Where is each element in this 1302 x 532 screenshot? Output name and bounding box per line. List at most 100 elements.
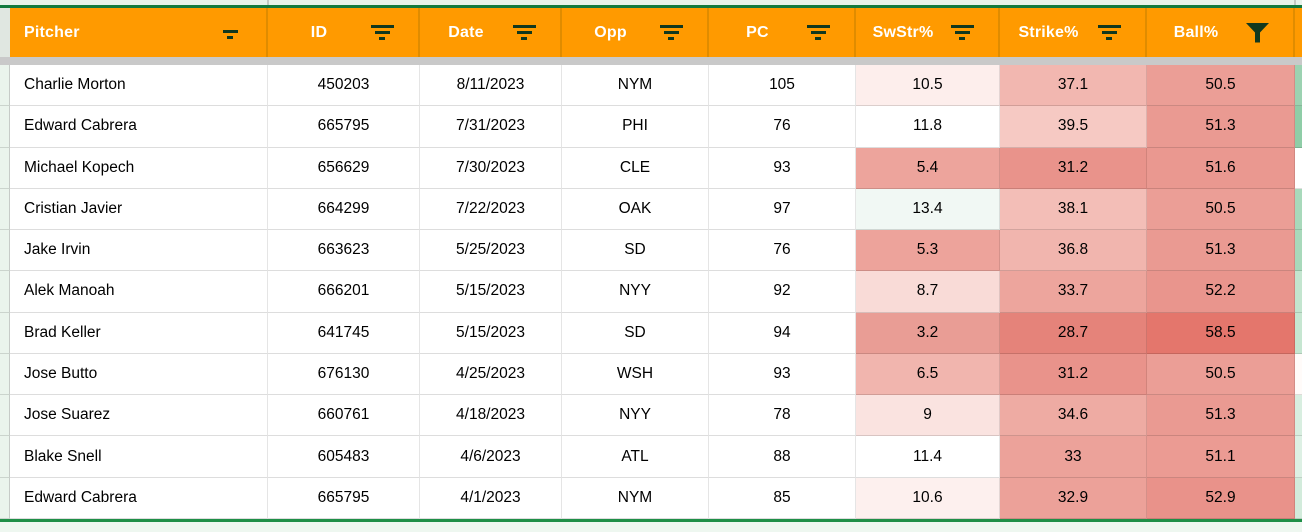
pc-cell[interactable]: 88 xyxy=(709,436,856,478)
swstr-cell[interactable]: 3.2 xyxy=(856,312,1000,354)
date-cell[interactable]: 7/31/2023 xyxy=(420,106,562,148)
header-cell-pitcher[interactable]: Pitcher xyxy=(10,8,268,57)
pitcher-cell[interactable]: Blake Snell xyxy=(10,436,268,478)
ball-cell[interactable]: 51.3 xyxy=(1147,230,1295,272)
opp-cell[interactable]: OAK xyxy=(562,188,709,231)
strike-cell[interactable]: 33.7 xyxy=(1000,271,1147,313)
id-cell[interactable]: 676130 xyxy=(268,353,420,396)
pc-cell[interactable]: 76 xyxy=(709,230,856,272)
date-cell[interactable]: 4/6/2023 xyxy=(420,436,562,478)
pitcher-cell[interactable]: Brad Keller xyxy=(10,312,268,354)
ball-cell[interactable]: 51.3 xyxy=(1147,395,1295,437)
date-cell[interactable]: 8/11/2023 xyxy=(420,65,562,107)
opp-cell[interactable]: WSH xyxy=(562,353,709,396)
date-cell[interactable]: 4/1/2023 xyxy=(420,477,562,519)
ball-cell[interactable]: 51.1 xyxy=(1147,436,1295,478)
strike-cell[interactable]: 39.5 xyxy=(1000,106,1147,148)
header-cell-opp[interactable]: Opp xyxy=(562,8,709,57)
strike-cell[interactable]: 28.7 xyxy=(1000,312,1147,354)
header-cell-ball[interactable]: Ball% xyxy=(1147,8,1295,57)
swstr-cell[interactable]: 11.4 xyxy=(856,436,1000,478)
swstr-cell[interactable]: 9 xyxy=(856,395,1000,437)
header-cell-id[interactable]: ID xyxy=(268,8,420,57)
id-cell[interactable]: 656629 xyxy=(268,147,420,189)
id-cell[interactable]: 665795 xyxy=(268,477,420,519)
id-cell[interactable]: 663623 xyxy=(268,230,420,272)
swstr-cell[interactable]: 10.6 xyxy=(856,477,1000,519)
filter-lines-icon[interactable] xyxy=(218,27,242,39)
date-cell[interactable]: 5/15/2023 xyxy=(420,312,562,354)
pitcher-cell[interactable]: Jose Butto xyxy=(10,353,268,396)
ball-cell[interactable]: 50.5 xyxy=(1147,353,1295,396)
date-cell[interactable]: 7/30/2023 xyxy=(420,147,562,189)
pc-cell[interactable]: 78 xyxy=(709,395,856,437)
opp-cell[interactable]: NYY xyxy=(562,271,709,313)
filter-lines-icon[interactable] xyxy=(1097,25,1121,40)
filter-lines-icon[interactable] xyxy=(659,25,683,40)
date-cell[interactable]: 4/18/2023 xyxy=(420,395,562,437)
pc-cell[interactable]: 93 xyxy=(709,353,856,396)
swstr-cell[interactable]: 6.5 xyxy=(856,353,1000,396)
ball-cell[interactable]: 51.3 xyxy=(1147,106,1295,148)
pitcher-cell[interactable]: Charlie Morton xyxy=(10,65,268,107)
swstr-cell[interactable]: 11.8 xyxy=(856,106,1000,148)
ball-cell[interactable]: 58.5 xyxy=(1147,312,1295,354)
opp-cell[interactable]: NYM xyxy=(562,65,709,107)
filter-lines-icon[interactable] xyxy=(950,25,974,40)
id-cell[interactable]: 660761 xyxy=(268,395,420,437)
id-cell[interactable]: 450203 xyxy=(268,65,420,107)
filter-funnel-active-icon[interactable] xyxy=(1245,22,1269,43)
ball-cell[interactable]: 51.6 xyxy=(1147,147,1295,189)
id-cell[interactable]: 641745 xyxy=(268,312,420,354)
filter-lines-icon[interactable] xyxy=(370,25,394,40)
filter-lines-icon[interactable] xyxy=(806,25,830,40)
strike-cell[interactable]: 36.8 xyxy=(1000,230,1147,272)
swstr-cell[interactable]: 5.4 xyxy=(856,147,1000,189)
opp-cell[interactable]: ATL xyxy=(562,436,709,478)
ball-cell[interactable]: 50.5 xyxy=(1147,65,1295,107)
pitcher-cell[interactable]: Jose Suarez xyxy=(10,395,268,437)
date-cell[interactable]: 4/25/2023 xyxy=(420,353,562,396)
strike-cell[interactable]: 31.2 xyxy=(1000,353,1147,396)
pitcher-cell[interactable]: Jake Irvin xyxy=(10,230,268,272)
strike-cell[interactable]: 32.9 xyxy=(1000,477,1147,519)
opp-cell[interactable]: NYM xyxy=(562,477,709,519)
opp-cell[interactable]: SD xyxy=(562,312,709,354)
strike-cell[interactable]: 38.1 xyxy=(1000,188,1147,231)
pc-cell[interactable]: 105 xyxy=(709,65,856,107)
id-cell[interactable]: 666201 xyxy=(268,271,420,313)
id-cell[interactable]: 664299 xyxy=(268,188,420,231)
id-cell[interactable]: 605483 xyxy=(268,436,420,478)
ball-cell[interactable]: 50.5 xyxy=(1147,188,1295,231)
date-cell[interactable]: 5/25/2023 xyxy=(420,230,562,272)
pitcher-cell[interactable]: Edward Cabrera xyxy=(10,477,268,519)
opp-cell[interactable]: CLE xyxy=(562,147,709,189)
opp-cell[interactable]: PHI xyxy=(562,106,709,148)
frozen-row-divider[interactable] xyxy=(0,57,1302,65)
date-cell[interactable]: 7/22/2023 xyxy=(420,188,562,231)
swstr-cell[interactable]: 5.3 xyxy=(856,230,1000,272)
filter-lines-icon[interactable] xyxy=(512,25,536,40)
pitcher-cell[interactable]: Cristian Javier xyxy=(10,188,268,231)
pitcher-cell[interactable]: Edward Cabrera xyxy=(10,106,268,148)
pc-cell[interactable]: 92 xyxy=(709,271,856,313)
date-cell[interactable]: 5/15/2023 xyxy=(420,271,562,313)
header-cell-swstr[interactable]: SwStr% xyxy=(856,8,1000,57)
swstr-cell[interactable]: 8.7 xyxy=(856,271,1000,313)
swstr-cell[interactable]: 13.4 xyxy=(856,188,1000,231)
ball-cell[interactable]: 52.2 xyxy=(1147,271,1295,313)
header-cell-pc[interactable]: PC xyxy=(709,8,856,57)
ball-cell[interactable]: 52.9 xyxy=(1147,477,1295,519)
pc-cell[interactable]: 76 xyxy=(709,106,856,148)
swstr-cell[interactable]: 10.5 xyxy=(856,65,1000,107)
pc-cell[interactable]: 97 xyxy=(709,188,856,231)
pitcher-cell[interactable]: Michael Kopech xyxy=(10,147,268,189)
strike-cell[interactable]: 34.6 xyxy=(1000,395,1147,437)
opp-cell[interactable]: NYY xyxy=(562,395,709,437)
pc-cell[interactable]: 94 xyxy=(709,312,856,354)
header-cell-strike[interactable]: Strike% xyxy=(1000,8,1147,57)
pitcher-cell[interactable]: Alek Manoah xyxy=(10,271,268,313)
strike-cell[interactable]: 31.2 xyxy=(1000,147,1147,189)
opp-cell[interactable]: SD xyxy=(562,230,709,272)
pc-cell[interactable]: 85 xyxy=(709,477,856,519)
